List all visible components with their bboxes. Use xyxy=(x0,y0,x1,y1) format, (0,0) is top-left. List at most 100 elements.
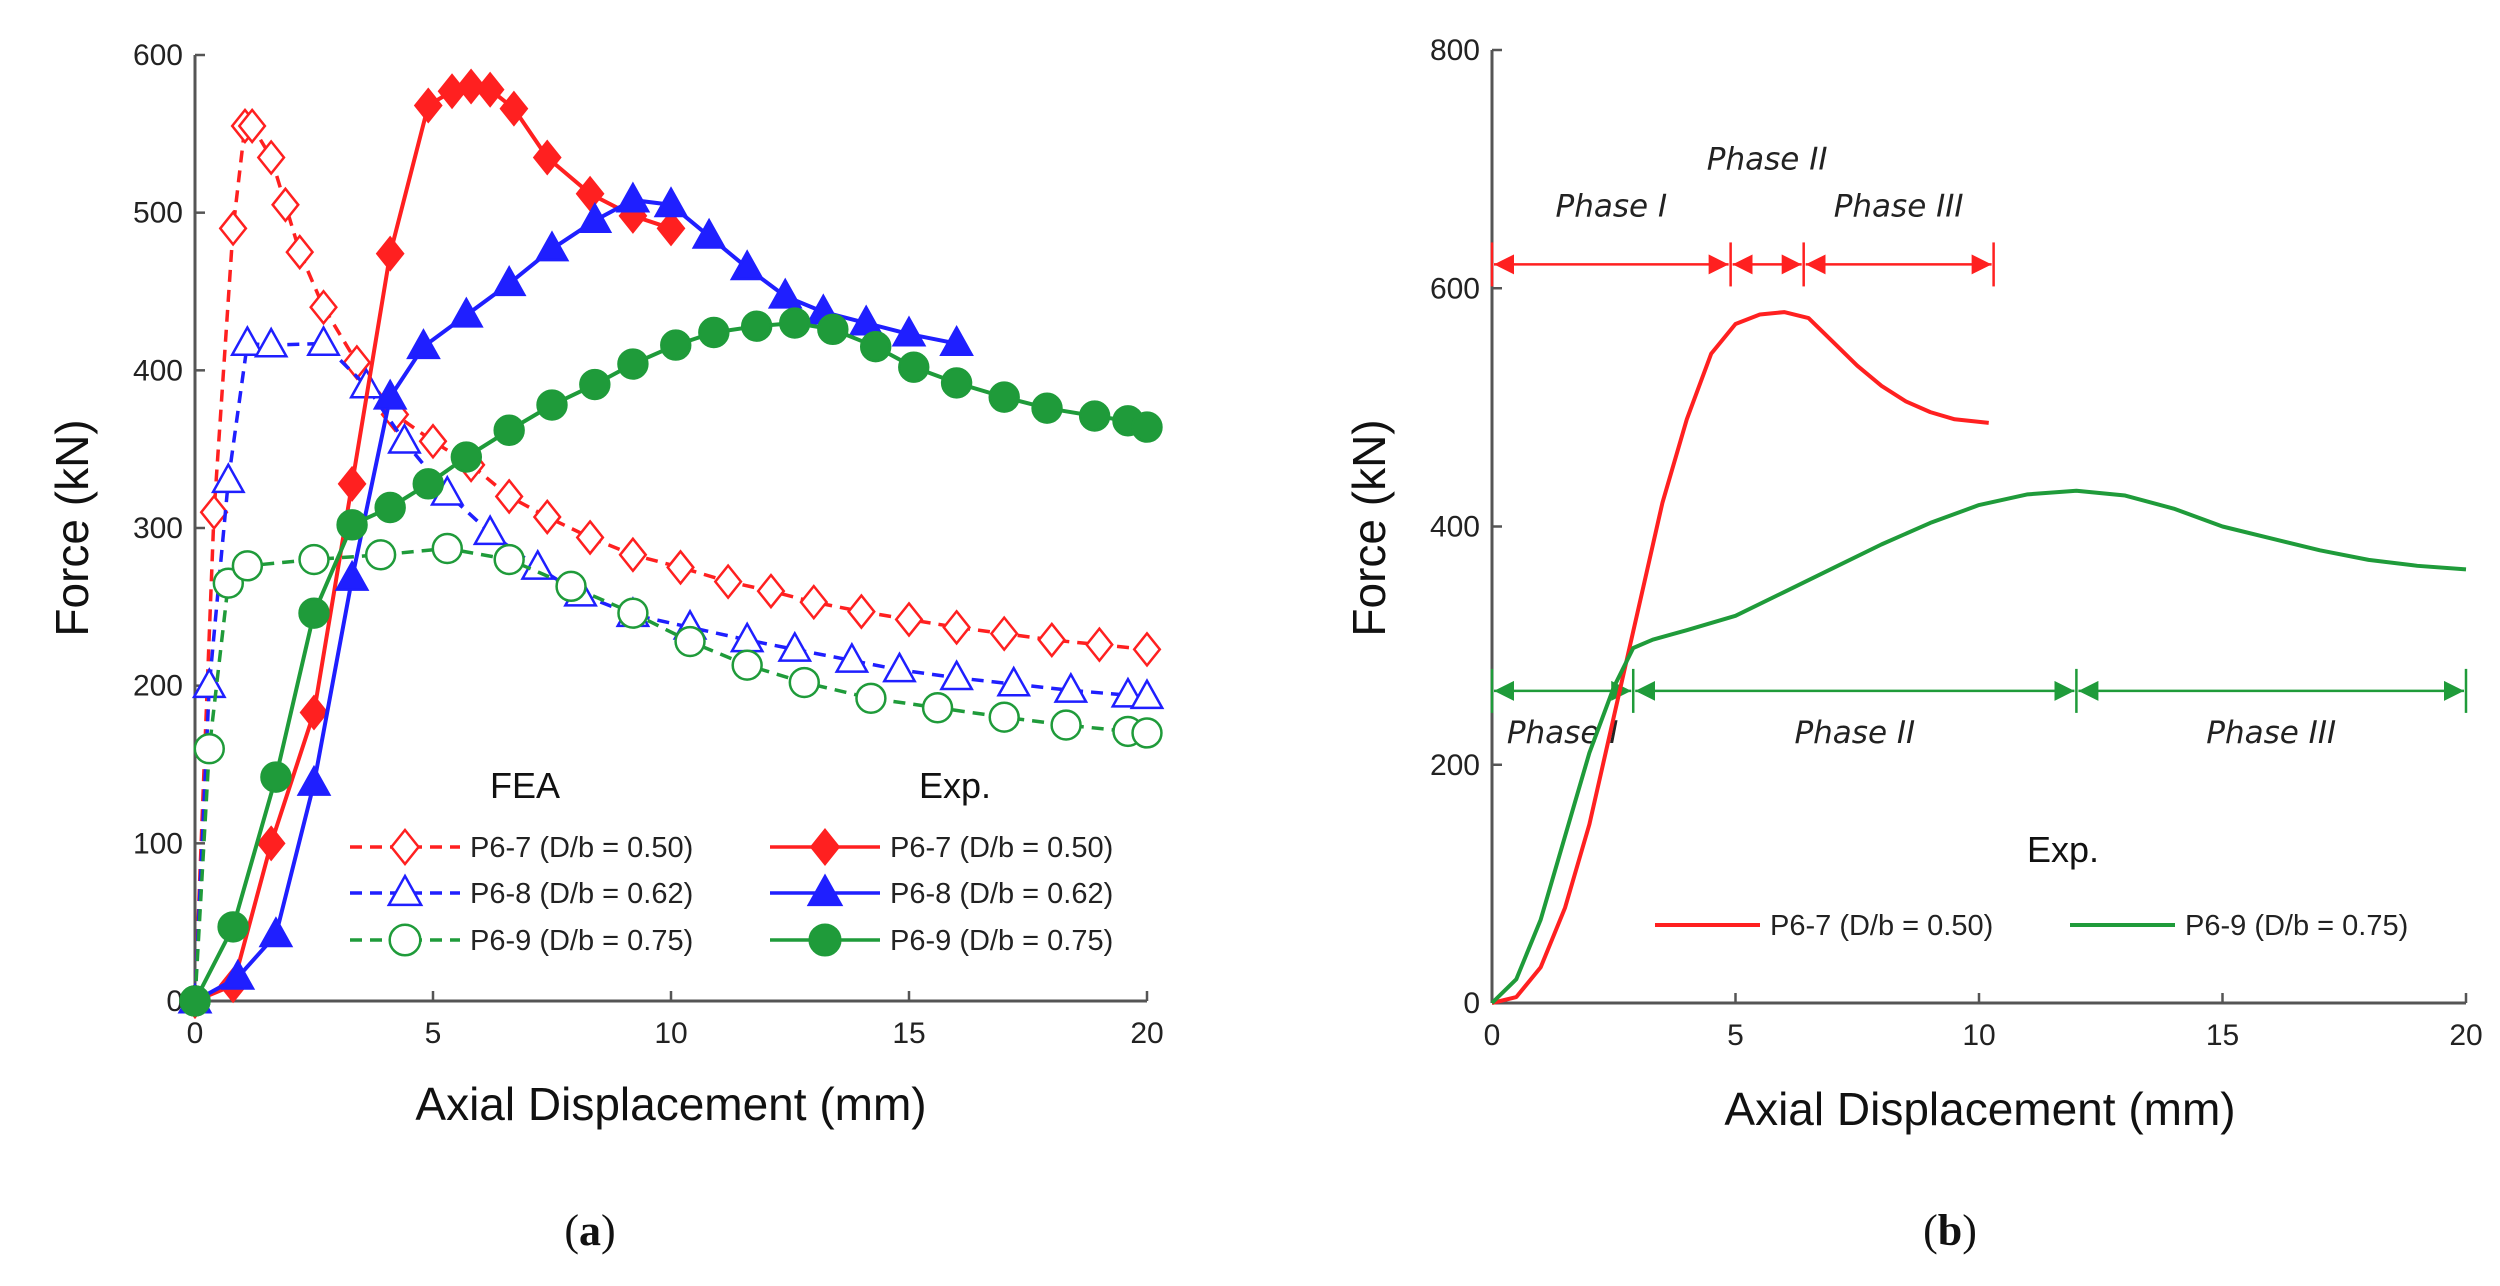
chart-b-y-tick-label: 400 xyxy=(1430,511,1480,544)
data-point xyxy=(898,351,930,383)
series-exp-p6-7 xyxy=(1491,310,1989,1005)
series-fea-p6-9 xyxy=(179,532,1163,1017)
legend-label: P6-8 (D/b = 0.62) xyxy=(470,878,693,910)
chart-a-y-tick-label: 300 xyxy=(133,512,183,545)
data-point xyxy=(534,230,570,262)
data-point xyxy=(418,423,448,460)
legend-entry: P6-8 (D/b = 0.62) xyxy=(770,873,1113,910)
chart-a-y-tick-label: 400 xyxy=(133,354,183,387)
data-point xyxy=(220,958,256,990)
red-phase-label: Phase III xyxy=(1834,188,1964,224)
data-point xyxy=(756,573,786,610)
data-point xyxy=(846,593,876,630)
data-point xyxy=(271,186,300,223)
data-point xyxy=(494,478,524,515)
data-point xyxy=(334,559,370,591)
chart-b-y-tick-label: 800 xyxy=(1430,34,1480,67)
data-point xyxy=(1050,709,1082,741)
legend-entry: P6-7 (D/b = 0.50) xyxy=(1655,910,1993,942)
data-point xyxy=(210,462,246,494)
chart-b-legend: Exp. P6-7 (D/b = 0.50) P6-9 (D/b = 0.75) xyxy=(1655,829,2408,942)
chart-a-y-tick-label: 500 xyxy=(133,197,183,230)
series-fea-p6-8-line xyxy=(193,341,1148,1002)
chart-b-x-tick-label: 5 xyxy=(1727,1019,1744,1052)
legend-label: P6-7 (D/b = 0.50) xyxy=(1770,910,1993,942)
legend-label: P6-9 (D/b = 0.75) xyxy=(470,925,693,957)
legend-entry: P6-9 (D/b = 0.75) xyxy=(770,923,1113,957)
data-point xyxy=(309,289,338,326)
chart-a-y-tick-label: 600 xyxy=(133,39,183,72)
legend-entry: P6-7 (D/b = 0.50) xyxy=(350,827,693,867)
chart-a-y-tick-label: 100 xyxy=(133,827,183,860)
data-point xyxy=(989,615,1019,652)
data-point xyxy=(788,666,820,699)
data-point xyxy=(891,315,927,347)
data-point xyxy=(258,916,294,948)
data-point xyxy=(660,329,692,361)
data-point xyxy=(1129,678,1165,710)
legend-entry: P6-7 (D/b = 0.50) xyxy=(770,827,1113,867)
data-point xyxy=(921,692,954,724)
data-point xyxy=(691,217,727,249)
data-point xyxy=(298,543,330,576)
data-point xyxy=(387,422,422,454)
data-point xyxy=(285,234,315,271)
series-fea-p6-7-line xyxy=(193,124,1148,1002)
series-exp-p6-9 xyxy=(1490,488,2467,1005)
data-point xyxy=(364,539,397,571)
chart-a-x-tick-label: 20 xyxy=(1130,1017,1163,1050)
data-point xyxy=(1053,671,1089,703)
data-point xyxy=(939,324,974,356)
data-point xyxy=(256,825,286,862)
data-point xyxy=(374,491,406,524)
data-point xyxy=(575,519,605,556)
legend-header-fea: FEA xyxy=(490,765,560,806)
red-phase-label: Phase II xyxy=(1707,141,1828,177)
legend-entry: P6-9 (D/b = 0.75) xyxy=(350,923,693,957)
data-point xyxy=(191,667,227,699)
data-point xyxy=(767,277,803,309)
legend-header-exp-b: Exp. xyxy=(2027,829,2099,870)
data-point xyxy=(939,659,974,691)
legend-marker xyxy=(809,827,841,867)
series-exp-p6-7 xyxy=(180,68,686,1020)
chart-b-y-tick-label: 200 xyxy=(1430,749,1480,782)
data-point xyxy=(475,71,505,108)
data-point xyxy=(731,649,763,681)
data-point xyxy=(779,307,811,339)
data-point xyxy=(450,441,483,473)
data-point xyxy=(413,87,443,124)
legend-marker xyxy=(808,923,842,957)
legend-label: P6-8 (D/b = 0.62) xyxy=(890,878,1113,910)
data-point xyxy=(493,414,525,446)
data-point xyxy=(499,90,529,127)
chart-b-series xyxy=(1490,310,2467,1005)
chart-a-x-tick-label: 10 xyxy=(654,1017,687,1050)
chart-a-y-tick-label: 0 xyxy=(166,985,183,1018)
data-point xyxy=(456,68,486,105)
data-point xyxy=(1078,400,1111,432)
data-point xyxy=(253,326,289,358)
chart-b-x-tick-label: 0 xyxy=(1484,1019,1501,1052)
data-point xyxy=(940,367,973,399)
data-point xyxy=(1132,631,1162,668)
legend-marker xyxy=(806,873,844,907)
data-point xyxy=(617,597,649,629)
green-phase-label: Phase III xyxy=(2206,715,2336,751)
legend-entry: P6-9 (D/b = 0.75) xyxy=(2070,910,2408,942)
legend-label: P6-7 (D/b = 0.50) xyxy=(890,832,1113,864)
chart-b-y-axis-title: Force (kN) xyxy=(1343,419,1395,636)
data-point xyxy=(988,381,1020,413)
data-point xyxy=(231,550,264,582)
data-point xyxy=(799,584,829,621)
data-point xyxy=(299,694,329,731)
data-point xyxy=(1131,717,1163,749)
data-point xyxy=(406,328,441,360)
data-point xyxy=(230,324,265,356)
data-point xyxy=(520,548,556,580)
data-point xyxy=(532,139,562,176)
data-point xyxy=(298,597,330,629)
data-point xyxy=(1037,621,1067,658)
